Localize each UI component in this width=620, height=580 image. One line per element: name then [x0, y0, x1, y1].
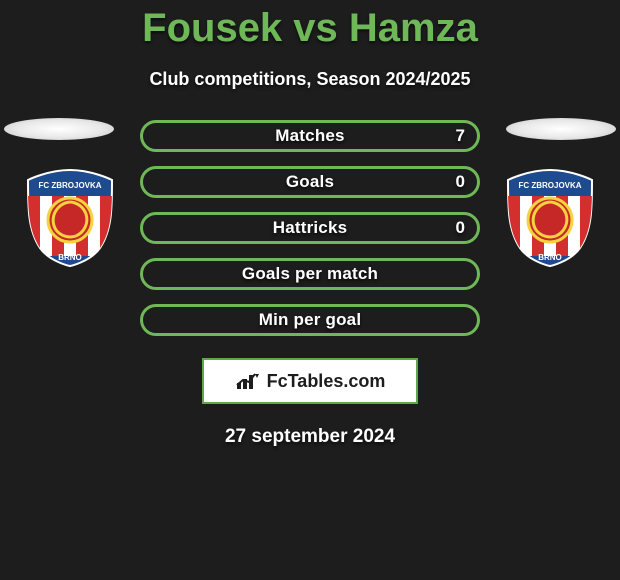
stat-bar-min-per-goal: Min per goal — [140, 304, 480, 336]
svg-text:BRNO: BRNO — [58, 253, 82, 262]
stat-bar-matches: Matches 7 — [140, 120, 480, 152]
stat-label: Goals — [286, 172, 334, 192]
stat-bar-hattricks: Hattricks 0 — [140, 212, 480, 244]
club-crest-left: FC ZBROJOVKA BRNO — [20, 168, 120, 268]
stat-label: Matches — [275, 126, 344, 146]
svg-text:FC ZBROJOVKA: FC ZBROJOVKA — [38, 181, 101, 190]
stat-label: Min per goal — [259, 310, 362, 330]
bar-chart-icon — [235, 371, 263, 391]
date-label: 27 september 2024 — [0, 426, 620, 448]
stat-bar-goals: Goals 0 — [140, 166, 480, 198]
stat-value: 0 — [456, 172, 465, 192]
page-subtitle: Club competitions, Season 2024/2025 — [0, 69, 620, 90]
stat-value: 0 — [456, 218, 465, 238]
club-crest-right: FC ZBROJOVKA BRNO — [500, 168, 600, 268]
page-title: Fousek vs Hamza — [0, 0, 620, 51]
svg-text:BRNO: BRNO — [538, 253, 562, 262]
svg-text:FC ZBROJOVKA: FC ZBROJOVKA — [518, 181, 581, 190]
stat-value: 7 — [456, 126, 465, 146]
player-slot-left — [4, 118, 114, 140]
stat-bars: Matches 7 Goals 0 Hattricks 0 Goals per … — [140, 118, 480, 336]
logo-text: FcTables.com — [267, 371, 386, 392]
fctables-logo: FcTables.com — [202, 358, 418, 404]
stat-label: Hattricks — [273, 218, 348, 238]
stat-label: Goals per match — [242, 264, 378, 284]
stat-bar-goals-per-match: Goals per match — [140, 258, 480, 290]
comparison-area: FC ZBROJOVKA BRNO — [0, 118, 620, 348]
player-slot-right — [506, 118, 616, 140]
